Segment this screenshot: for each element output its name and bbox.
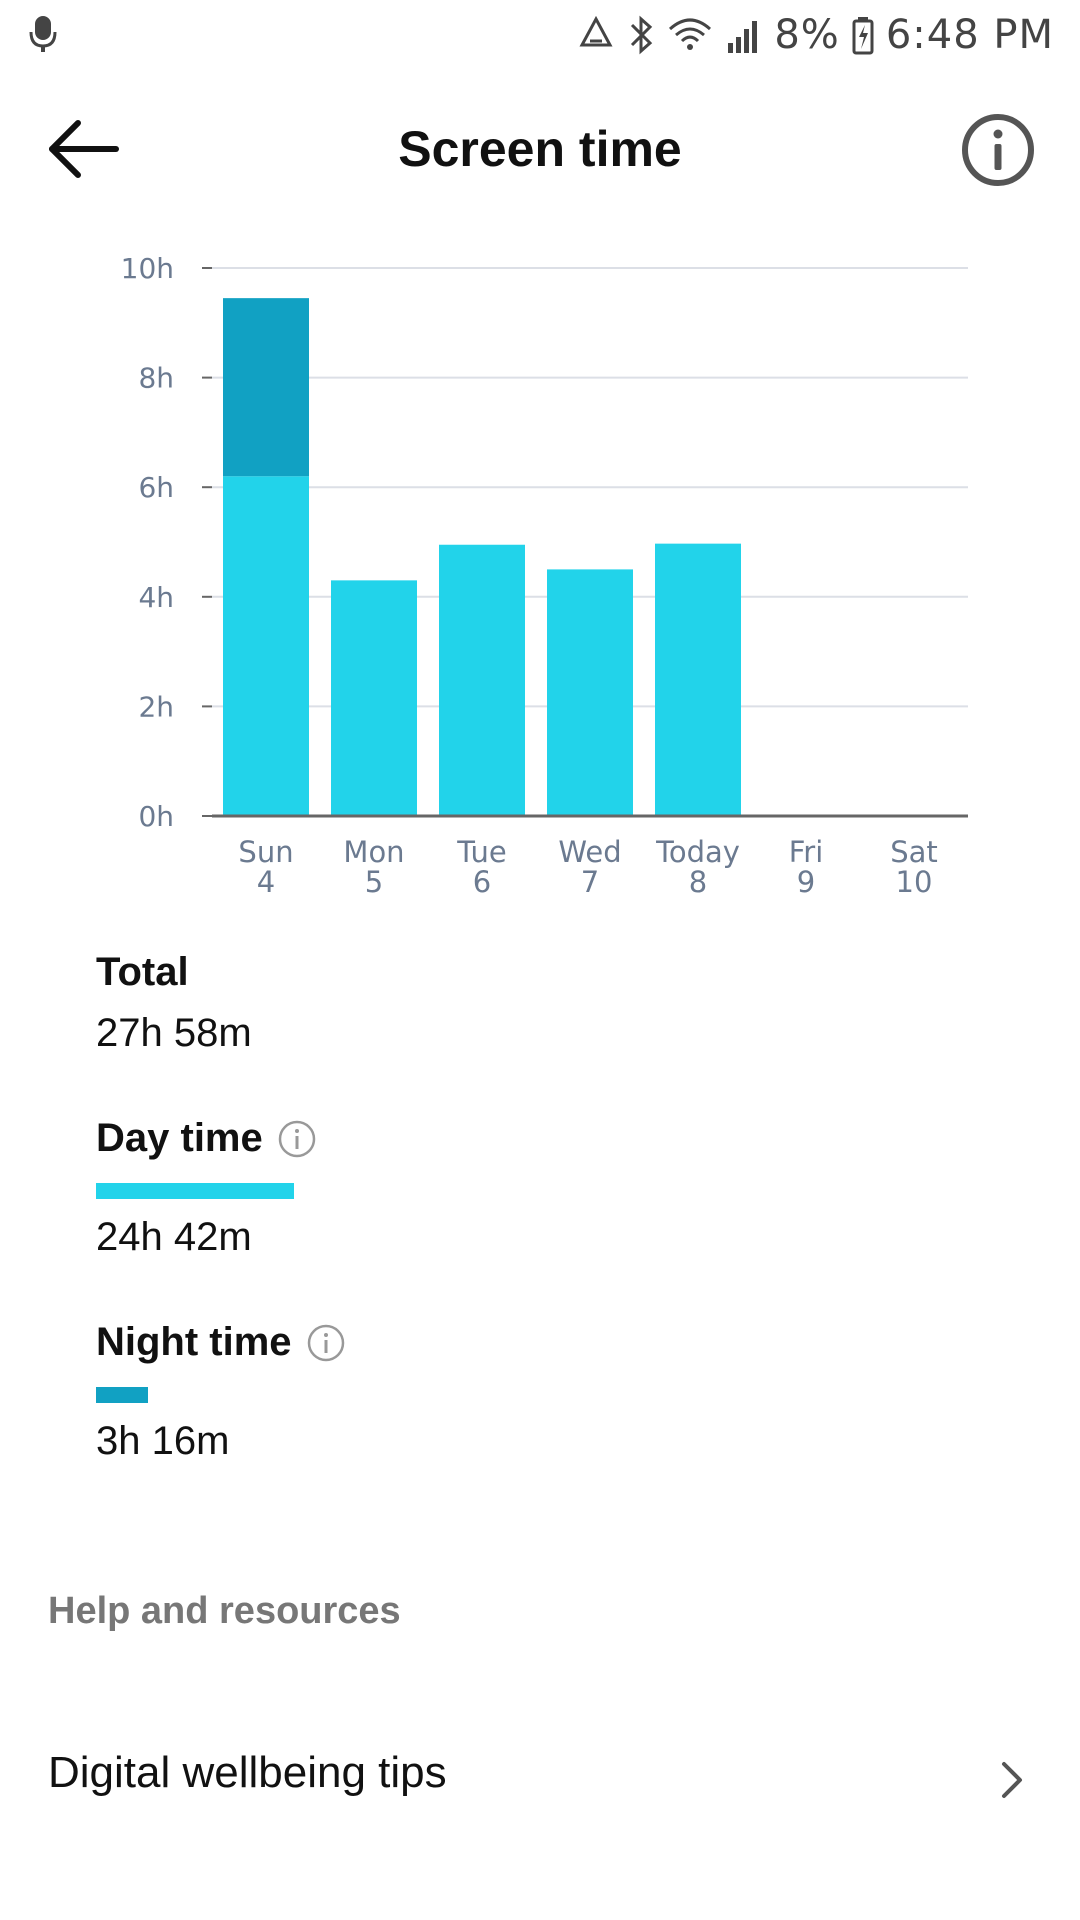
x-tick-day-label: Fri bbox=[789, 835, 824, 869]
help-resources-header: Help and resources bbox=[48, 1590, 401, 1632]
bar-day-time bbox=[439, 544, 525, 816]
signal-icon bbox=[726, 15, 762, 55]
bar-night-time bbox=[223, 298, 309, 477]
digital-wellbeing-tips-row[interactable]: Digital wellbeing tips bbox=[0, 1720, 1080, 1840]
y-tick-label: 8h bbox=[138, 362, 174, 395]
screen-time-chart: 0h 2h 4h 6h 8h 10h Sun 4 Mon 5 Tue 6 Wed 7 Today 8 Fri 9 S… bbox=[0, 230, 1080, 910]
y-tick-label: 0h bbox=[138, 800, 174, 833]
x-tick-day-label: Sat bbox=[890, 835, 938, 869]
day-time-value: 24h 42m bbox=[96, 1215, 252, 1259]
x-tick-date-label: 9 bbox=[797, 865, 815, 899]
x-tick-day-label: Sun bbox=[238, 835, 293, 869]
bar-day-time bbox=[331, 580, 417, 816]
back-arrow-icon bbox=[49, 120, 119, 178]
night-time-label-row: Night time bbox=[96, 1320, 996, 1365]
x-tick-date-label: 7 bbox=[581, 865, 599, 899]
day-time-stat: Day time 24h 42m bbox=[96, 1116, 996, 1260]
day-time-info-icon[interactable] bbox=[277, 1119, 317, 1159]
night-time-legend-swatch bbox=[96, 1387, 148, 1403]
x-tick-date-label: 10 bbox=[896, 865, 933, 899]
y-tick-label: 2h bbox=[138, 690, 174, 723]
night-time-value: 3h 16m bbox=[96, 1419, 230, 1463]
chevron-right-icon bbox=[1002, 1762, 1022, 1798]
x-tick-date-label: 5 bbox=[365, 865, 383, 899]
status-time: 6:48 PM bbox=[885, 12, 1054, 58]
app-bar: Screen time bbox=[0, 90, 1080, 210]
night-time-label: Night time bbox=[96, 1320, 292, 1364]
info-button[interactable] bbox=[960, 112, 1036, 188]
day-time-label-row: Day time bbox=[96, 1116, 996, 1161]
page-title: Screen time bbox=[398, 121, 682, 177]
x-tick-day-label: Tue bbox=[456, 835, 507, 869]
day-time-label: Day time bbox=[96, 1116, 263, 1160]
bluetooth-icon bbox=[628, 15, 654, 55]
x-tick-day-label: Today bbox=[655, 835, 740, 869]
total-value: 27h 58m bbox=[96, 1011, 252, 1055]
x-tick-day-label: Mon bbox=[343, 835, 404, 869]
battery-percentage: 8% bbox=[774, 12, 840, 58]
usage-summary: Total 27h 58m Day time 24h 42m Night tim… bbox=[96, 950, 996, 1524]
y-tick-label: 10h bbox=[121, 252, 174, 285]
y-tick-label: 6h bbox=[138, 471, 174, 504]
battery-charging-icon bbox=[852, 15, 874, 55]
x-tick-date-label: 8 bbox=[689, 865, 707, 899]
night-time-stat: Night time 3h 16m bbox=[96, 1320, 996, 1464]
microphone-icon bbox=[28, 14, 58, 59]
recycle-icon bbox=[576, 15, 616, 55]
x-tick-day-label: Wed bbox=[558, 835, 621, 869]
back-button[interactable] bbox=[44, 114, 124, 184]
x-tick-date-label: 4 bbox=[257, 865, 275, 899]
day-time-legend-swatch bbox=[96, 1183, 294, 1199]
status-bar: 8% 6:48 PM bbox=[0, 0, 1080, 72]
x-tick-date-label: 6 bbox=[473, 865, 491, 899]
bar-day-time bbox=[223, 476, 309, 816]
total-label: Total bbox=[96, 950, 189, 994]
info-icon bbox=[962, 114, 1034, 186]
bar-day-time bbox=[655, 543, 741, 816]
bar-day-time bbox=[547, 569, 633, 816]
total-stat: Total 27h 58m bbox=[96, 950, 996, 1056]
digital-wellbeing-tips-label: Digital wellbeing tips bbox=[48, 1748, 447, 1797]
wifi-icon bbox=[666, 15, 714, 55]
y-tick-label: 4h bbox=[138, 581, 174, 614]
night-time-info-icon[interactable] bbox=[306, 1323, 346, 1363]
